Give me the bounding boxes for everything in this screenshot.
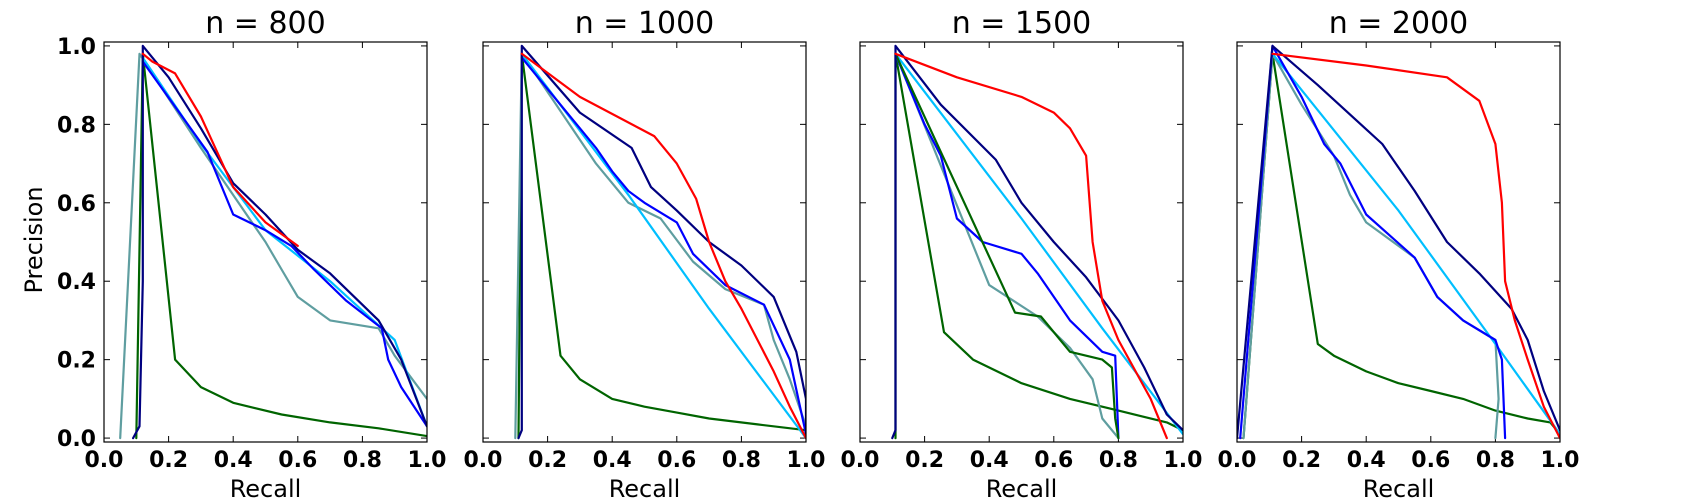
y-tick-label: 1.0 — [57, 35, 96, 60]
y-tick-label: 0.4 — [57, 270, 96, 295]
x-tick-label: 0.2 — [149, 448, 188, 473]
xlabel: Recall — [609, 475, 681, 500]
series-line-blue — [1239, 44, 1507, 440]
series-group — [891, 44, 1183, 440]
x-tick-label: 0.0 — [464, 448, 503, 473]
series-line-cyan — [1271, 52, 1560, 436]
panels: n = 800 0.0 0.2 0.4 0.6 0.8 1.0 0.0 0.2 0.4 0.6 0.8… — [57, 6, 1579, 500]
series-line-green — [894, 52, 1120, 440]
x-tick-label: 1.0 — [787, 448, 826, 473]
y-tick-label: 0.8 — [57, 113, 96, 138]
y-tick-label: 0.0 — [57, 427, 96, 452]
series-line-teal — [119, 52, 427, 440]
x-tick-label: 0.8 — [1099, 448, 1138, 473]
x-tick-label: 0.6 — [1411, 448, 1450, 473]
x-tick-label: 0.2 — [905, 448, 944, 473]
axes-frame — [1236, 41, 1561, 443]
xlabel: Recall — [986, 475, 1058, 500]
series-line-teal — [894, 52, 1120, 440]
series-line-teal — [514, 52, 806, 440]
y-tick-label: 0.2 — [57, 349, 96, 374]
series-line-blue — [520, 56, 806, 436]
x-tick-label: 0.8 — [722, 448, 761, 473]
x-tick-label: 0.4 — [1347, 448, 1386, 473]
x-tick-label: 0.2 — [528, 448, 567, 473]
x-tick-label: 0.4 — [970, 448, 1009, 473]
panel-title: n = 2000 — [1329, 6, 1469, 41]
series-line-navy — [132, 44, 427, 440]
series-line-green — [135, 52, 427, 440]
series-group — [514, 44, 806, 440]
panel-title: n = 1500 — [952, 6, 1092, 41]
x-tick-label: 0.4 — [214, 448, 253, 473]
series-line-green — [894, 52, 1183, 440]
axes-frame — [859, 41, 1184, 443]
y-tick-label: 0.6 — [57, 192, 96, 217]
series-line-red — [141, 52, 299, 247]
x-tick-label: 0.8 — [343, 448, 382, 473]
series-group — [1237, 44, 1560, 440]
x-tick-label: 0.0 — [1218, 448, 1257, 473]
panel-title: n = 1000 — [575, 6, 715, 41]
series-line-cyan — [520, 52, 806, 440]
x-tick-label: 0.6 — [657, 448, 696, 473]
x-tick-label: 0.0 — [841, 448, 880, 473]
ylabel: Precision — [20, 186, 48, 293]
x-tick-label: 1.0 — [1164, 448, 1203, 473]
x-tick-label: 1.0 — [408, 448, 447, 473]
x-tick-label: 0.4 — [593, 448, 632, 473]
x-tick-label: 0.6 — [278, 448, 317, 473]
panel-3: n = 1500 0.0 0.2 0.4 0.6 0.8 1.0 Recall — [841, 6, 1203, 500]
series-line-teal — [1242, 52, 1500, 440]
series-line-red — [894, 52, 1168, 440]
panel-4: n = 2000 0.0 0.2 0.4 0.6 0.8 1.0 Recall — [1218, 6, 1580, 500]
xlabel: Recall — [230, 475, 302, 500]
x-tick-label: 0.2 — [1282, 448, 1321, 473]
series-line-red — [520, 52, 806, 440]
series-line-cyan — [894, 52, 1183, 436]
x-tick-label: 0.0 — [85, 448, 124, 473]
axes-frame — [482, 41, 807, 443]
series-line-green — [517, 52, 806, 440]
series-line-navy — [1237, 44, 1560, 440]
series-line-blue — [894, 52, 1120, 440]
panel-title: n = 800 — [205, 6, 325, 41]
series-line-green — [1242, 52, 1560, 440]
axes-frame — [103, 41, 428, 443]
series-group — [119, 44, 427, 440]
xlabel: Recall — [1363, 475, 1435, 500]
panel-2: n = 1000 0.0 0.2 0.4 0.6 0.8 1.0 Recall — [464, 6, 826, 500]
x-tick-label: 1.0 — [1541, 448, 1580, 473]
x-tick-label: 0.6 — [1034, 448, 1073, 473]
x-tick-label: 0.8 — [1476, 448, 1515, 473]
series-line-navy — [891, 44, 1183, 440]
series-line-blue — [141, 60, 427, 428]
panel-1: n = 800 0.0 0.2 0.4 0.6 0.8 1.0 0.0 0.2 0.4 0.6 0.8… — [57, 6, 446, 500]
series-line-red — [1271, 52, 1560, 440]
series-line-navy — [517, 44, 806, 440]
